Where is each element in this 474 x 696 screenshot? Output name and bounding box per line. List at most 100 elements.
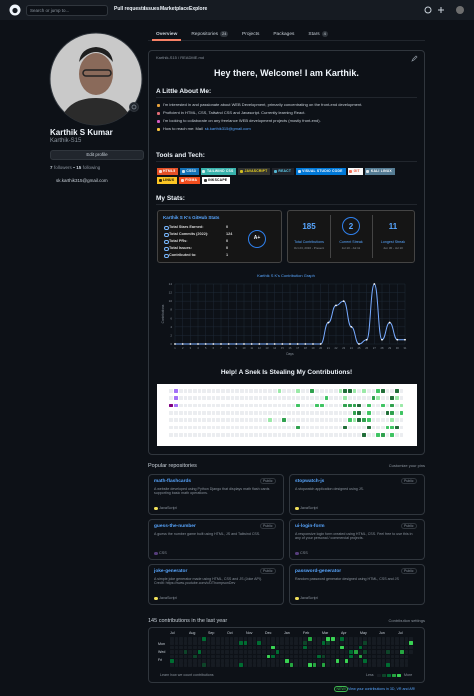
x-tick-label: 2 bbox=[182, 346, 184, 350]
snake-cell bbox=[169, 418, 174, 422]
snake-cell bbox=[352, 396, 357, 401]
avatar[interactable] bbox=[49, 32, 143, 126]
month-label: Apr bbox=[341, 631, 347, 635]
nav-link[interactable]: Pull requests bbox=[114, 6, 146, 12]
contribution-cell bbox=[225, 645, 229, 650]
nav-link[interactable]: Explore bbox=[189, 6, 208, 12]
snake-cell bbox=[362, 403, 366, 408]
badge-icon bbox=[181, 170, 185, 173]
contribution-cell bbox=[202, 663, 206, 667]
snake-cell bbox=[348, 410, 352, 415]
repo-name[interactable]: math-flashcards bbox=[154, 479, 192, 484]
contribution-cell bbox=[386, 645, 390, 650]
snake-cell bbox=[305, 396, 310, 401]
contribution-cell bbox=[193, 654, 197, 659]
tab-label[interactable]: Repositories bbox=[191, 32, 219, 37]
tech-badge: TAILWIND CSS bbox=[200, 168, 237, 175]
snake-cell bbox=[296, 389, 301, 393]
x-tick-label: 25 bbox=[358, 346, 361, 350]
contribution-graph: Karthik S K's Contribution Graph02468101… bbox=[157, 268, 415, 358]
stat-icon bbox=[164, 232, 169, 238]
repo-language: JavaScript bbox=[300, 506, 318, 510]
contribution-cell bbox=[289, 637, 294, 641]
x-tick-label: 1 bbox=[174, 346, 176, 350]
contribution-cell bbox=[395, 645, 399, 650]
contribution-cell bbox=[354, 659, 358, 663]
followers-label[interactable]: followers bbox=[54, 165, 72, 170]
repo-name[interactable]: guess-the-number bbox=[154, 524, 196, 529]
contribution-settings[interactable]: Contribution settings bbox=[388, 618, 425, 623]
contribution-cell bbox=[312, 637, 317, 641]
followers-count[interactable]: 7 bbox=[50, 165, 53, 170]
separator-dot bbox=[73, 166, 75, 169]
tab-label[interactable]: Projects bbox=[242, 32, 260, 37]
customize-pins[interactable]: Customize your pins bbox=[388, 463, 425, 468]
contribution-cell bbox=[372, 663, 376, 667]
tab-count: 24 bbox=[220, 30, 229, 37]
snake-cell bbox=[286, 389, 291, 393]
readme-box bbox=[148, 50, 425, 455]
contribution-cell bbox=[321, 637, 326, 641]
snake-cell bbox=[202, 396, 207, 401]
repo-name[interactable]: ui-login-form bbox=[295, 524, 325, 529]
contribution-cell bbox=[285, 659, 289, 663]
snake-cell bbox=[395, 389, 399, 393]
header-icons bbox=[424, 6, 464, 14]
snake-cell bbox=[315, 432, 319, 437]
repo-visibility: Public bbox=[260, 478, 276, 485]
tab-label[interactable]: Packages bbox=[273, 32, 295, 37]
edit-readme-icon[interactable] bbox=[411, 55, 418, 62]
repo-name[interactable]: stopwatch-js bbox=[295, 479, 325, 484]
github-logo[interactable] bbox=[9, 4, 21, 16]
learn-link[interactable]: Learn how we count contributions bbox=[160, 673, 214, 677]
following-count[interactable]: 15 bbox=[76, 165, 82, 170]
snake-cell bbox=[277, 389, 282, 393]
status-emoji[interactable] bbox=[129, 102, 139, 112]
snake-cell bbox=[352, 403, 357, 408]
contribution-cell bbox=[229, 650, 234, 654]
streak-value: 11 bbox=[388, 222, 398, 231]
repo-language: CSS bbox=[300, 551, 308, 555]
snake-cell bbox=[319, 389, 324, 393]
snake-cell bbox=[254, 410, 258, 415]
contribution-cell bbox=[312, 659, 317, 663]
contribution-cell bbox=[326, 663, 330, 667]
x-tick-label: 10 bbox=[243, 346, 246, 350]
contribution-cell bbox=[298, 654, 303, 659]
repo-description: Random password generator designed using… bbox=[295, 577, 399, 581]
new-feature-link[interactable]: View your contributions in 3D, VR and AR… bbox=[348, 686, 416, 691]
nav-link[interactable]: Marketplace bbox=[160, 6, 189, 12]
contribution-cell bbox=[340, 645, 344, 650]
snake-cell bbox=[239, 389, 244, 393]
search-box[interactable] bbox=[26, 5, 108, 16]
edit-profile-label[interactable]: Edit profile bbox=[86, 152, 108, 157]
contribution-cell bbox=[206, 637, 211, 641]
language-dot bbox=[154, 506, 158, 510]
contribution-cell bbox=[317, 650, 321, 654]
snake-cell bbox=[272, 403, 277, 408]
mail-link[interactable]: sk.karthik315@gmail.com bbox=[204, 126, 251, 131]
snake-cell bbox=[362, 389, 366, 393]
snake-cell bbox=[333, 403, 338, 408]
contribution-cell bbox=[400, 659, 404, 663]
repo-name[interactable]: joke-generator bbox=[154, 569, 188, 574]
snake-cell bbox=[385, 410, 390, 415]
snake-cell bbox=[244, 425, 249, 430]
edit-profile-button[interactable] bbox=[50, 150, 144, 160]
contribution-cell bbox=[367, 645, 372, 650]
contribution-cell bbox=[193, 659, 197, 663]
nav-link[interactable]: Issues bbox=[144, 6, 160, 12]
snake-cell bbox=[324, 389, 329, 393]
following-label[interactable]: following bbox=[82, 165, 101, 170]
repo-name[interactable]: password-generator bbox=[295, 569, 342, 574]
tab-label[interactable]: Overview bbox=[156, 32, 178, 37]
snake-cell bbox=[286, 403, 291, 408]
profile-email[interactable]: sk.karthik315@gmail.com bbox=[56, 178, 108, 183]
snake-cell bbox=[282, 396, 286, 401]
badge-icon bbox=[297, 170, 301, 173]
contribution-cell bbox=[363, 663, 367, 667]
contribution-cell bbox=[317, 637, 321, 641]
contribution-cell bbox=[234, 650, 238, 654]
snake-cell bbox=[160, 404, 164, 408]
tab-label[interactable]: Stars bbox=[308, 32, 320, 37]
